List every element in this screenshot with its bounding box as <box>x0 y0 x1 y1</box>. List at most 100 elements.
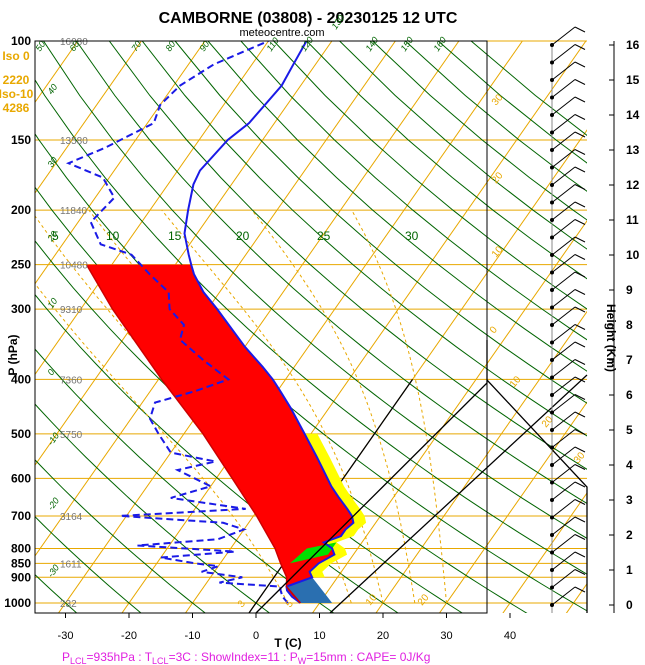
footer-indices: PLCL=935hPa : TLCL=3C : ShowIndex=11 : P… <box>62 650 430 665</box>
x-tick-0: 0 <box>253 630 259 642</box>
dry-adiabat-label-15: 0 <box>45 367 56 377</box>
wind-barb-29 <box>551 79 576 98</box>
wind-barb-column <box>550 26 586 613</box>
moist-adiabat-label-0: 5 <box>52 229 59 243</box>
moist-adiabat-line <box>251 209 416 604</box>
wind-barb-30 <box>551 61 576 81</box>
height-tick-12: 12 <box>626 178 640 192</box>
moist-adiabat-line <box>351 209 447 604</box>
x-tick-30: 30 <box>440 630 452 642</box>
wind-barb-feather-29 <box>574 79 586 85</box>
wind-barb-3 <box>551 534 576 553</box>
wind-barb-18 <box>551 271 576 291</box>
moist-adiabat-line <box>161 209 384 604</box>
wind-barb-feather-21 <box>574 219 586 225</box>
wind-barb-feather-31 <box>574 44 586 50</box>
wind-barb-feather-6 <box>574 481 586 488</box>
wind-barb-13 <box>551 359 576 378</box>
dry-adiabat-label-8: 140 <box>363 35 380 53</box>
height-tick-1: 1 <box>626 563 633 577</box>
plot-border <box>34 40 488 614</box>
geopotential-label-150: 13580 <box>60 136 88 147</box>
wind-barb-7 <box>551 464 576 483</box>
geopotential-label-300: 9310 <box>60 305 83 316</box>
isotherm-line <box>311 219 587 613</box>
profiles <box>65 41 355 604</box>
mixing-ratio-label-2: 10 <box>364 592 380 608</box>
wind-barb-0 <box>551 586 576 606</box>
freezing-level-box: Iso 0 2220 Iso-10 4286 <box>0 49 34 115</box>
wind-barb-21 <box>551 219 576 238</box>
isotherm-line <box>35 41 79 104</box>
wind-barb-26 <box>551 131 576 151</box>
x-tick--10: -10 <box>185 630 201 642</box>
wind-barb-feather-32 <box>574 26 586 33</box>
moist-adiabat-label-1: 10 <box>106 229 120 243</box>
chart-title: CAMBORNE (03808) - 20230125 12 UTC <box>159 10 458 27</box>
wind-barb-31 <box>551 44 576 63</box>
wind-barb-feather-3 <box>574 534 586 540</box>
isotherm-line <box>57 41 460 613</box>
dry-adiabat-label-0: 50 <box>33 39 47 53</box>
reference-outline <box>486 379 588 613</box>
wind-barb-15 <box>551 324 576 343</box>
isotherm-line <box>121 41 523 613</box>
height-tick-11: 11 <box>626 213 639 227</box>
wind-barb-feather-12 <box>574 376 586 383</box>
wind-barb-feather-25 <box>574 149 586 155</box>
pressure-tick-1000: 1000 <box>4 596 31 610</box>
wind-barb-feather-13 <box>574 359 586 365</box>
geopotential-label-200: 11840 <box>60 206 88 217</box>
footer-cape: CAPE= 0J/Kg <box>357 650 431 664</box>
footer-showindex: ShowIndex=11 <box>201 650 280 664</box>
dry-adiabat-line <box>35 293 399 613</box>
geopotential-label-400: 7360 <box>60 375 83 386</box>
height-tick-6: 6 <box>626 388 633 402</box>
isotherm-line <box>502 492 587 613</box>
wind-barb-feather-1 <box>574 569 586 575</box>
dewpoint-profile <box>65 41 289 604</box>
moist-adiabat-label-2: 15 <box>168 229 182 243</box>
dry-adiabat-line <box>108 41 587 470</box>
pressure-tick-250: 250 <box>11 258 31 272</box>
y-axis-label: P (hPa) <box>6 334 20 375</box>
pressure-tick-200: 200 <box>11 203 31 217</box>
height-tick-4: 4 <box>626 458 633 472</box>
moist-adiabat-label-3: 20 <box>236 229 250 243</box>
lapse-area <box>304 433 367 578</box>
wind-barb-feather-16 <box>574 306 586 313</box>
isotherm-line <box>35 41 206 285</box>
dry-adiabat-line <box>207 41 587 372</box>
mixing-ratio-label-10: 30 <box>572 450 588 466</box>
mixing-ratio-label-7: 0 <box>488 324 500 336</box>
geopotential-label-250: 10480 <box>60 261 88 272</box>
footer-pw: =15mm <box>306 650 346 664</box>
pressure-tick-300: 300 <box>11 302 31 316</box>
dry-adiabat-line <box>75 41 587 505</box>
wind-barb-16 <box>551 306 576 326</box>
wind-barb-22 <box>551 201 576 221</box>
dry-adiabat-label-17: -20 <box>45 496 61 512</box>
wind-barb-4 <box>551 516 576 536</box>
wind-barb-feather-11 <box>574 394 586 400</box>
parcel-fills <box>86 264 367 603</box>
surface-area <box>286 577 333 603</box>
iso-minus10-height: 4286 <box>3 101 30 115</box>
wind-barb-32 <box>551 26 576 46</box>
mixing-ratio-label-4: 30 <box>490 92 506 108</box>
geopotential-label-850: 1611 <box>60 559 82 570</box>
height-tick-8: 8 <box>626 318 633 332</box>
wind-barb-8 <box>551 446 576 466</box>
height-tick-5: 5 <box>626 423 633 437</box>
wind-barb-feather-18 <box>574 271 586 278</box>
reference-diagonal <box>329 374 588 614</box>
wind-barb-10 <box>551 411 576 431</box>
pressure-tick-100: 100 <box>11 34 31 48</box>
wind-barb-feather-30 <box>574 61 586 68</box>
wind-barb-1 <box>551 569 576 588</box>
x-tick-20: 20 <box>377 630 389 642</box>
wind-barb-feather-8 <box>574 446 586 453</box>
dry-adiabat-label-11: 40 <box>45 82 59 96</box>
x-tick-40: 40 <box>504 630 516 642</box>
